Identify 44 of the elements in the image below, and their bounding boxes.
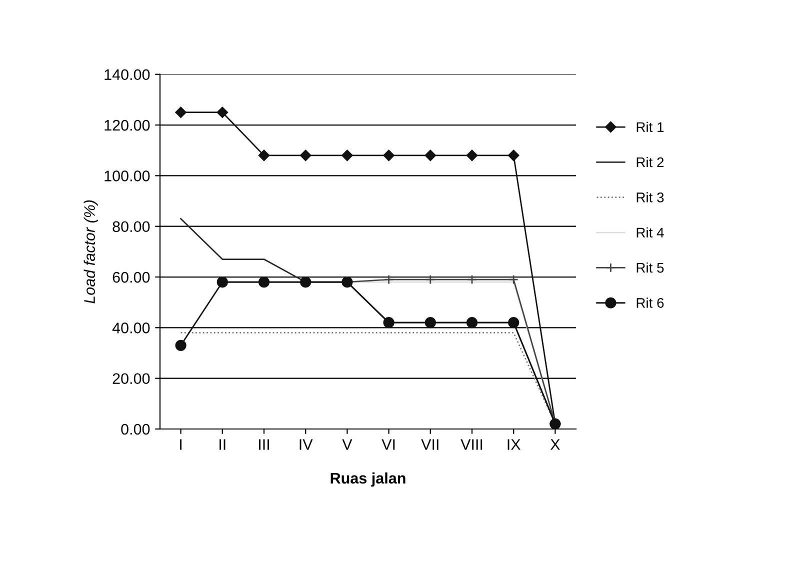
legend-label: Rit 1 <box>636 122 664 132</box>
x-tick-label: X <box>550 439 560 450</box>
point <box>258 150 270 162</box>
y-tick-label: 120.00 <box>104 120 150 131</box>
y-tick-label: 20.00 <box>112 373 150 384</box>
y-axis-title: Load factor (%) <box>84 200 98 304</box>
point <box>384 274 394 284</box>
x-tick-label: VI <box>382 439 395 450</box>
y-tick-label: 100.00 <box>104 170 150 182</box>
x-tick-label: IX <box>508 439 520 450</box>
legend-label: Rit 2 <box>636 156 664 168</box>
x-tick-label: III <box>259 439 269 450</box>
y-tick-label: 60.00 <box>112 272 150 283</box>
point <box>300 150 312 162</box>
legend-label: Rit 3 <box>636 192 664 202</box>
point <box>466 150 478 162</box>
point <box>175 106 186 118</box>
x-tick-label: V <box>342 439 352 450</box>
point <box>342 150 353 162</box>
y-tick-label: 140.00 <box>104 69 150 80</box>
y-tick-label: 80.00 <box>112 221 150 232</box>
point <box>383 317 394 328</box>
x-tick-label: II <box>220 439 226 450</box>
point <box>508 274 518 284</box>
point <box>383 150 394 162</box>
x-tick-label: VIII <box>460 439 482 450</box>
legend-label: Rit 6 <box>636 298 664 308</box>
point <box>508 317 520 328</box>
point <box>466 317 478 328</box>
x-axis-title: Ruas jalan <box>330 472 406 487</box>
legend-label: Rit 4 <box>636 227 664 238</box>
y-tick-label: 40.00 <box>112 322 150 334</box>
point <box>467 274 477 284</box>
point <box>424 150 436 162</box>
point <box>426 274 436 284</box>
point <box>508 150 520 162</box>
point <box>424 317 436 328</box>
x-tick-label: VII <box>421 439 438 450</box>
legend-label: Rit 5 <box>636 262 664 273</box>
point <box>175 340 186 351</box>
x-tick-label: I <box>180 439 182 450</box>
point <box>216 106 228 118</box>
x-tick-label: IV <box>300 439 313 450</box>
y-tick-label: 0.00 <box>121 424 150 435</box>
